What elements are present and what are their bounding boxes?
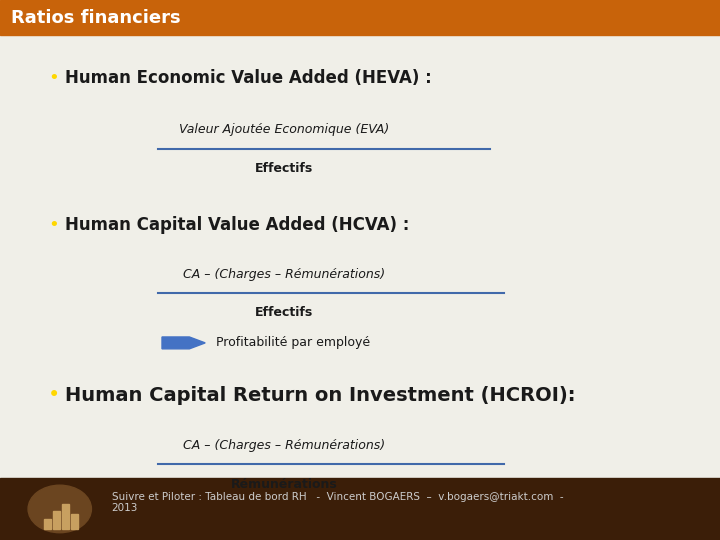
Circle shape [28,485,91,532]
Text: Rémunérations: Rémunérations [231,478,338,491]
Text: •: • [49,69,59,87]
Text: Human Capital Return on Investment (HCROI):: Human Capital Return on Investment (HCRO… [65,386,575,405]
Bar [53,511,60,529]
Bar [62,503,69,529]
Text: Ratios financiers: Ratios financiers [11,9,181,26]
Text: •: • [48,385,60,406]
FancyArrow shape [162,337,205,349]
Text: Effectifs: Effectifs [256,162,313,175]
Circle shape [44,497,76,521]
Bar [0,0,720,35]
Bar [44,518,51,529]
Text: Valeur Ajoutée Economique (EVA): Valeur Ajoutée Economique (EVA) [179,123,390,136]
Text: •: • [49,216,59,234]
Text: Human Economic Value Added (HEVA) :: Human Economic Value Added (HEVA) : [65,69,431,87]
Text: Suivre et Piloter : Tableau de bord RH   -  Vincent BOGAERS  –  v.bogaers@triakt: Suivre et Piloter : Tableau de bord RH -… [112,491,563,513]
Text: Human Capital Value Added (HCVA) :: Human Capital Value Added (HCVA) : [65,216,409,234]
Text: CA – (Charges – Rémunérations): CA – (Charges – Rémunérations) [184,439,385,452]
Bar [71,514,78,529]
Text: CA – (Charges – Rémunérations): CA – (Charges – Rémunérations) [184,268,385,281]
Circle shape [36,491,84,527]
Bar [0,478,720,540]
Text: Profitabilité par employé: Profitabilité par employé [216,336,370,349]
Text: Effectifs: Effectifs [256,306,313,319]
